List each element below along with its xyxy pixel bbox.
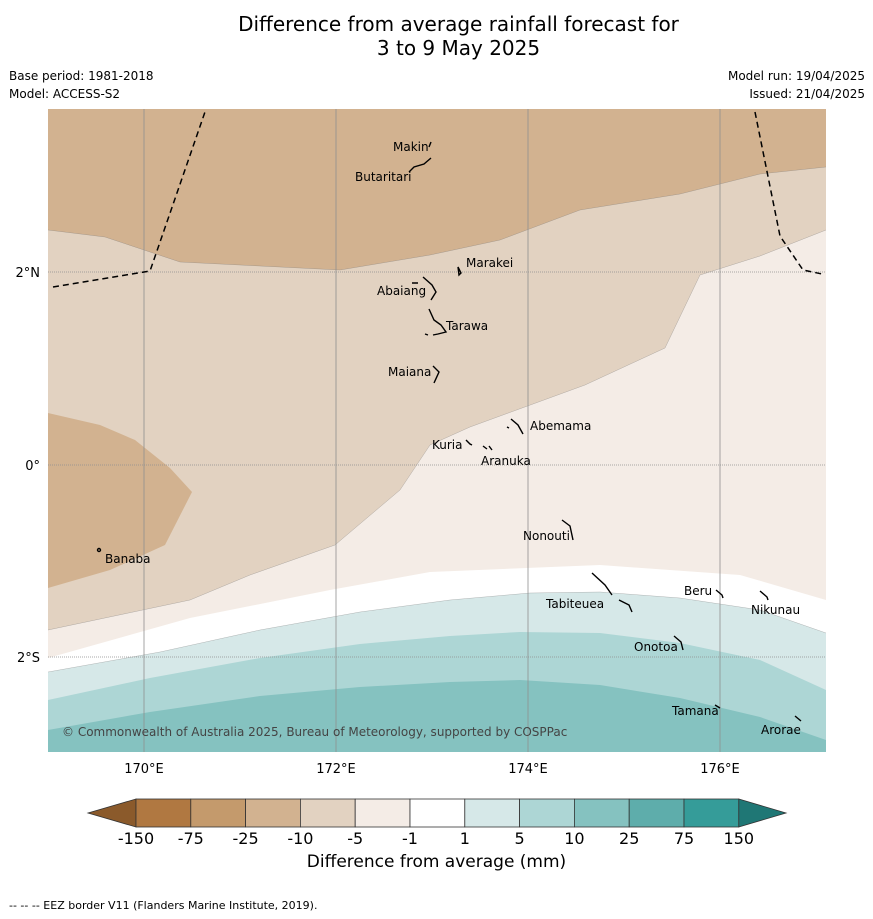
- colorbar-tick-label: 25: [619, 829, 639, 848]
- meta-right: Model run: 19/04/2025 Issued: 21/04/2025: [728, 67, 865, 103]
- lon-label-170e: 170°E: [124, 762, 164, 777]
- label-abaiang: Abaiang: [377, 284, 426, 298]
- gridlines: [48, 109, 826, 752]
- island-arorae: [794, 715, 802, 722]
- label-tamana: Tamana: [671, 704, 719, 718]
- colorbar-tick-label: -1: [402, 829, 418, 848]
- island-nikunau: [759, 590, 769, 601]
- label-butaritari: Butaritari: [355, 170, 412, 184]
- colorbar-swatch: [245, 798, 301, 828]
- island-abemama: [506, 418, 524, 435]
- colorbar-swatch: [464, 798, 520, 828]
- label-maiana: Maiana: [388, 365, 431, 379]
- colorbar-swatch: [135, 798, 192, 828]
- colorbar-swatch: [354, 798, 411, 828]
- colorbar-swatch: [683, 798, 740, 828]
- island-abaiang: [412, 276, 437, 301]
- label-nikunau: Nikunau: [751, 603, 800, 617]
- colorbar-swatch: [299, 798, 356, 828]
- title-line-1: Difference from average rainfall forecas…: [238, 12, 679, 36]
- eez-footnote: -- -- -- EEZ border V11 (Flanders Marine…: [9, 899, 318, 912]
- chart-title: Difference from average rainfall forecas…: [0, 12, 873, 60]
- island-butaritari: [408, 157, 432, 173]
- colorbar-tick-label: 10: [564, 829, 584, 848]
- lon-label-174e: 174°E: [508, 762, 548, 777]
- longitude-labels: 170°E 172°E 174°E 176°E: [124, 762, 740, 777]
- colorbar-swatch: [628, 798, 685, 828]
- colorbar-swatch: [409, 798, 466, 828]
- model-name: Model: ACCESS-S2: [9, 87, 121, 101]
- label-makin: Makin: [393, 140, 429, 154]
- colorbar-tick-label: -150: [118, 829, 154, 848]
- island-outlines: [96, 141, 802, 722]
- colorbar-tick-label: -75: [178, 829, 204, 848]
- label-tarawa: Tarawa: [445, 319, 488, 333]
- place-labels: Makin Butaritari Marakei Abaiang Tarawa …: [105, 140, 801, 737]
- colorbar-tick-label: 150: [724, 829, 755, 848]
- contour-teal: [48, 680, 826, 752]
- base-period: Base period: 1981-2018: [9, 69, 154, 83]
- colorbar-tick-label: 75: [674, 829, 694, 848]
- contour-tan-west: [48, 413, 192, 588]
- eez-border-east: [754, 111, 823, 275]
- lon-label-172e: 172°E: [316, 762, 356, 777]
- island-tamana: [714, 704, 721, 709]
- copyright-notice: © Commonwealth of Australia 2025, Bureau…: [62, 725, 567, 739]
- colorbar-extend-high: [738, 798, 788, 828]
- island-nonouti: [561, 519, 574, 541]
- label-tabiteuea: Tabiteuea: [545, 597, 604, 611]
- island-marakei: [457, 266, 462, 277]
- label-abemama: Abemama: [530, 419, 591, 433]
- label-nonouti: Nonouti: [523, 529, 570, 543]
- colorbar-tick-label: -25: [233, 829, 259, 848]
- contour-tan-north: [48, 109, 826, 270]
- lat-label-2s: 2°S: [17, 651, 40, 666]
- issued-date: Issued: 21/04/2025: [749, 87, 865, 101]
- title-line-2: 3 to 9 May 2025: [376, 36, 541, 60]
- meta-left: Base period: 1981-2018 Model: ACCESS-S2: [9, 67, 154, 103]
- label-banaba: Banaba: [105, 552, 151, 566]
- label-arorae: Arorae: [761, 723, 801, 737]
- lon-label-176e: 176°E: [700, 762, 740, 777]
- eez-border: [52, 108, 823, 288]
- lat-label-0: 0°: [25, 459, 40, 474]
- island-tarawa: [424, 308, 448, 336]
- colorbar-swatch: [519, 798, 575, 828]
- label-beru: Beru: [684, 584, 712, 598]
- island-kuria: [465, 439, 473, 446]
- label-aranuka: Aranuka: [481, 454, 531, 468]
- island-beru: [715, 589, 724, 599]
- rainfall-contours: [48, 109, 826, 752]
- label-kuria: Kuria: [432, 438, 463, 452]
- colorbar-tick-label: -5: [347, 829, 363, 848]
- lat-label-2n: 2°N: [16, 266, 41, 281]
- colorbar-tick-label: 1: [460, 829, 470, 848]
- island-tabiteuea: [591, 572, 633, 613]
- island-aranuka: [482, 445, 493, 451]
- label-onotoa: Onotoa: [634, 640, 678, 654]
- colorbar-tick-label: -10: [287, 829, 313, 848]
- eez-border-west: [52, 108, 207, 288]
- colorbar-swatch: [190, 798, 247, 828]
- island-onotoa: [673, 635, 684, 651]
- colorbar-swatch: [574, 798, 630, 828]
- island-makin: [428, 141, 432, 148]
- colorbar-tick-label: 5: [515, 829, 525, 848]
- legend-title: Difference from average (mm): [306, 852, 567, 872]
- island-banaba: [96, 547, 102, 553]
- label-marakei: Marakei: [466, 256, 513, 270]
- latitude-labels: 2°N 0° 2°S: [16, 266, 41, 666]
- model-run: Model run: 19/04/2025: [727, 69, 865, 83]
- island-maiana: [432, 365, 440, 384]
- colorbar-extend-low: [86, 798, 137, 828]
- colorbar: -150 -75 -25 -10 -5 -1 1 5 10 25 75 150: [86, 798, 788, 848]
